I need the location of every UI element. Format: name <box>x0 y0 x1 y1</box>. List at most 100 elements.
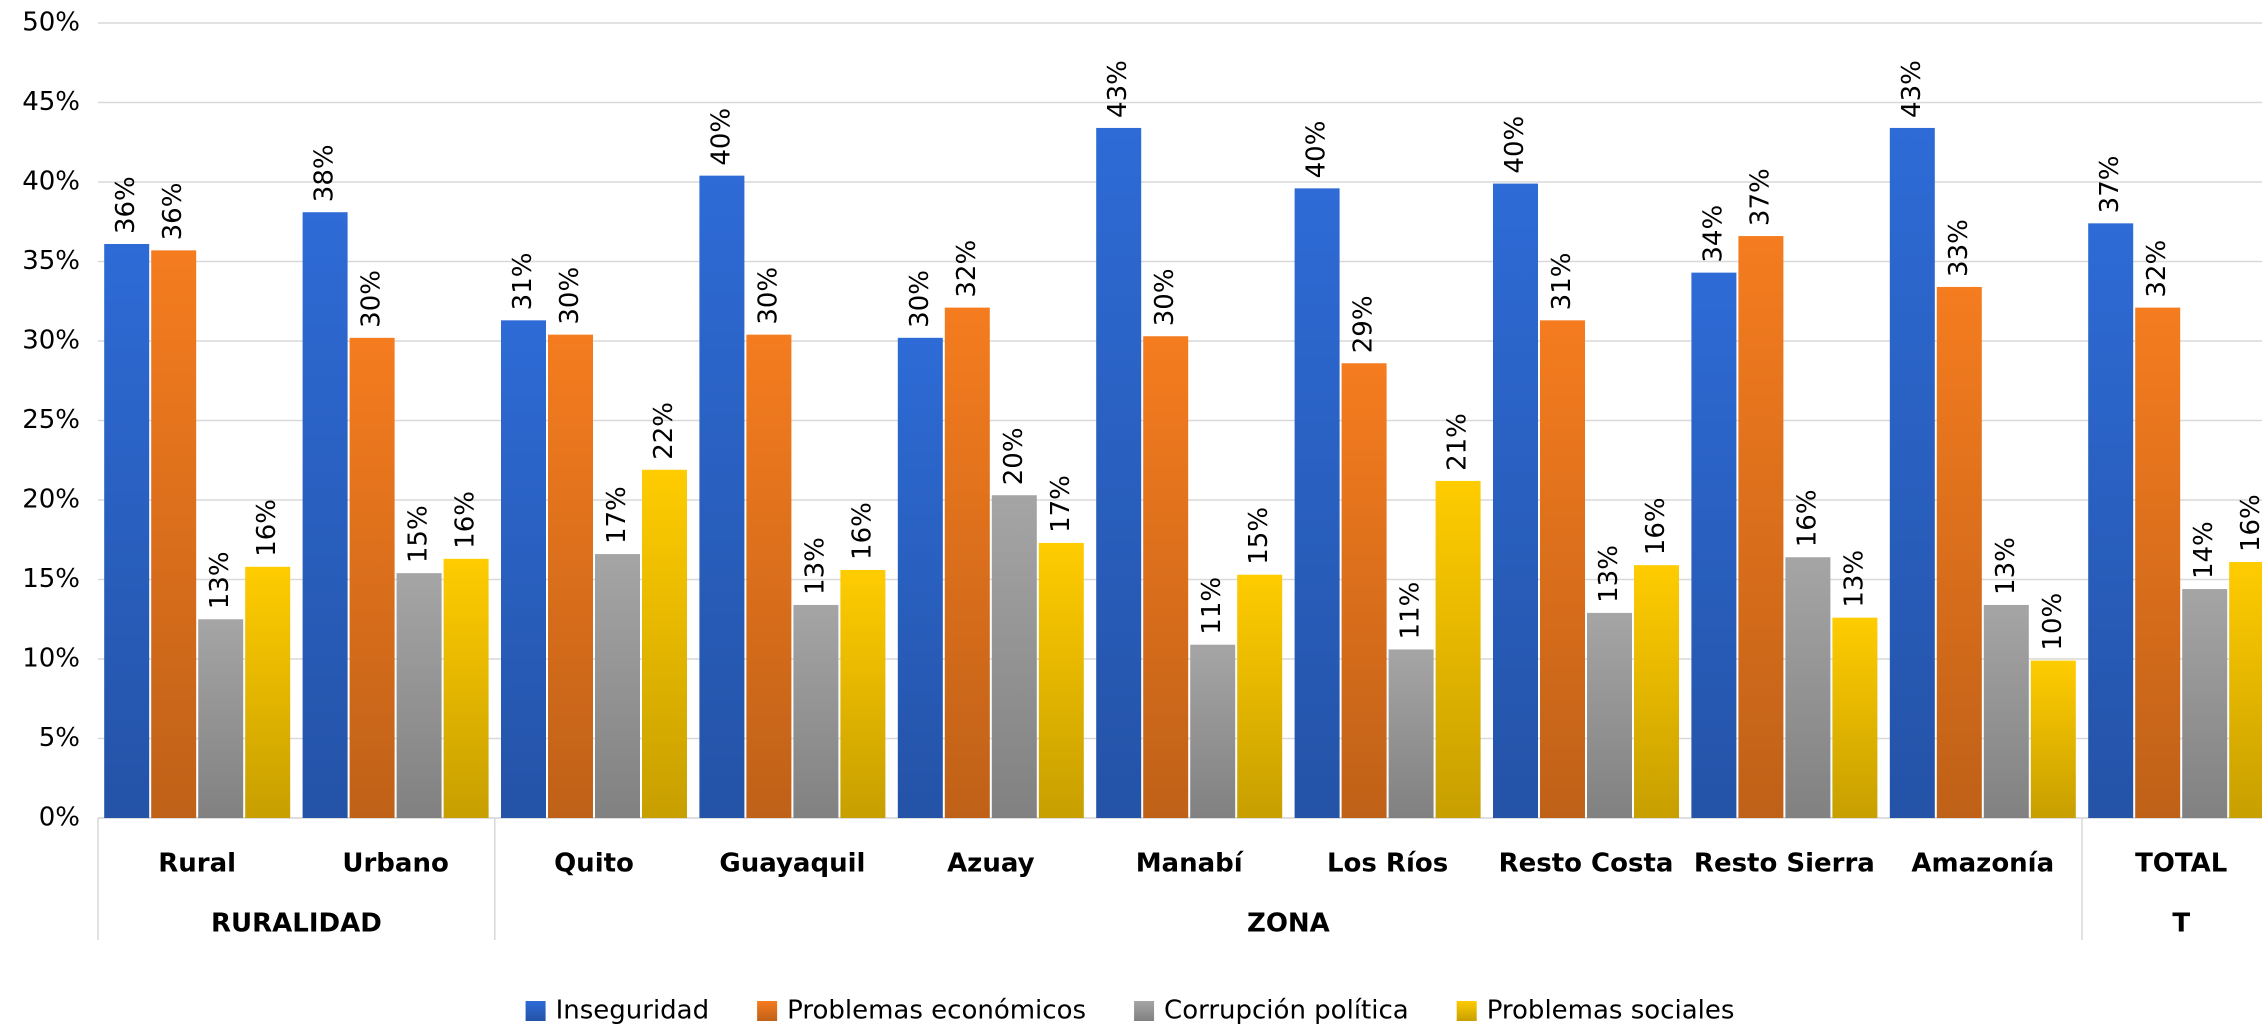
value-label: 22% <box>649 402 679 460</box>
bar <box>2135 307 2181 818</box>
value-label: 33% <box>1944 219 1974 277</box>
bar <box>944 307 990 818</box>
value-label: 13% <box>1839 550 1869 608</box>
y-tick-label: 20% <box>22 485 80 515</box>
y-tick-label: 30% <box>22 326 80 356</box>
value-label: 29% <box>1349 295 1379 353</box>
value-label: 40% <box>1302 121 1332 179</box>
value-label: 16% <box>1641 497 1671 555</box>
value-label: 31% <box>508 253 538 311</box>
group-label: RURALIDAD <box>211 909 382 939</box>
value-label: 36% <box>111 176 141 234</box>
value-label: 40% <box>706 108 736 166</box>
legend-swatch <box>1134 1001 1155 1021</box>
y-tick-label: 5% <box>39 723 80 753</box>
legend-swatch <box>757 1001 778 1021</box>
bar <box>1889 127 1935 818</box>
value-label: 36% <box>158 183 188 241</box>
bar <box>2229 562 2262 818</box>
legend-swatch <box>1456 1001 1477 1021</box>
value-label: 13% <box>1594 545 1624 603</box>
bar <box>793 604 839 818</box>
x-tick-label: Urbano <box>342 849 448 879</box>
group-label: T <box>2172 909 2190 939</box>
value-label: 16% <box>2236 494 2262 552</box>
bar <box>1936 286 1982 818</box>
value-label: 15% <box>1244 507 1274 565</box>
value-label: 34% <box>1698 205 1728 263</box>
bar <box>1435 480 1481 818</box>
bar <box>2182 589 2228 818</box>
y-tick-label: 0% <box>39 803 80 833</box>
bar <box>443 558 489 818</box>
bar <box>1294 188 1340 819</box>
value-label: 14% <box>2189 521 2219 579</box>
value-label: 32% <box>952 240 982 298</box>
y-tick-label: 10% <box>22 644 80 674</box>
value-label: 16% <box>847 502 877 560</box>
y-tick-label: 40% <box>22 167 80 197</box>
legend-label: Corrupción política <box>1164 996 1409 1026</box>
y-tick-label: 45% <box>22 87 80 117</box>
bar <box>1143 336 1189 818</box>
value-label: 11% <box>1197 577 1227 635</box>
value-label: 30% <box>1150 268 1180 326</box>
bar <box>1190 644 1236 818</box>
bar <box>2088 223 2134 819</box>
value-label: 37% <box>2095 156 2125 214</box>
bar <box>1691 272 1737 818</box>
bar <box>501 320 546 818</box>
value-label: 30% <box>357 270 387 328</box>
y-tick-label: 15% <box>22 564 80 594</box>
value-label: 31% <box>1547 253 1577 311</box>
bar <box>1832 617 1878 818</box>
value-label: 15% <box>404 505 434 563</box>
bar <box>746 334 792 818</box>
value-label: 13% <box>800 537 830 595</box>
bar <box>1738 236 1784 818</box>
value-label: 16% <box>451 491 481 549</box>
group-label: ZONA <box>1247 909 1330 939</box>
value-label: 20% <box>999 427 1029 485</box>
value-label: 21% <box>1443 413 1473 471</box>
value-label: 17% <box>1046 475 1076 533</box>
bar <box>302 212 348 818</box>
x-tick-label: TOTAL <box>2135 849 2227 879</box>
value-label: 43% <box>1897 60 1927 118</box>
bar <box>245 566 291 818</box>
value-label: 10% <box>2038 593 2068 651</box>
x-tick-label: Rural <box>158 849 236 879</box>
bar <box>1038 542 1084 818</box>
value-label: 16% <box>1792 489 1822 547</box>
x-tick-label: Resto Costa <box>1499 849 1674 879</box>
legend-label: Inseguridad <box>556 996 710 1026</box>
value-label: 38% <box>310 144 340 202</box>
bar <box>198 619 244 818</box>
x-tick-label: Quito <box>554 849 634 879</box>
value-label: 37% <box>1745 168 1775 226</box>
bar <box>396 573 442 818</box>
x-tick-label: Resto Sierra <box>1694 849 1875 879</box>
legend-swatch <box>525 1001 546 1021</box>
bar <box>1493 183 1538 819</box>
bar <box>991 495 1037 818</box>
value-label: 13% <box>1991 537 2021 595</box>
y-tick-label: 25% <box>22 405 80 435</box>
bar <box>1341 363 1387 818</box>
x-tick-label: Manabí <box>1136 849 1245 879</box>
y-tick-label: 35% <box>22 246 80 276</box>
value-label: 13% <box>205 551 235 609</box>
legend-label: Problemas económicos <box>787 996 1086 1026</box>
x-tick-label: Los Ríos <box>1327 849 1448 879</box>
value-label: 40% <box>1500 116 1530 174</box>
y-tick-label: 50% <box>22 8 80 38</box>
bar <box>104 244 150 818</box>
bar <box>349 337 395 818</box>
value-label: 30% <box>905 270 935 328</box>
bar <box>1388 649 1434 818</box>
x-tick-label: Azuay <box>947 849 1035 879</box>
x-tick-label: Amazonía <box>1911 849 2054 879</box>
value-label: 17% <box>602 486 632 544</box>
value-label: 43% <box>1103 60 1133 118</box>
